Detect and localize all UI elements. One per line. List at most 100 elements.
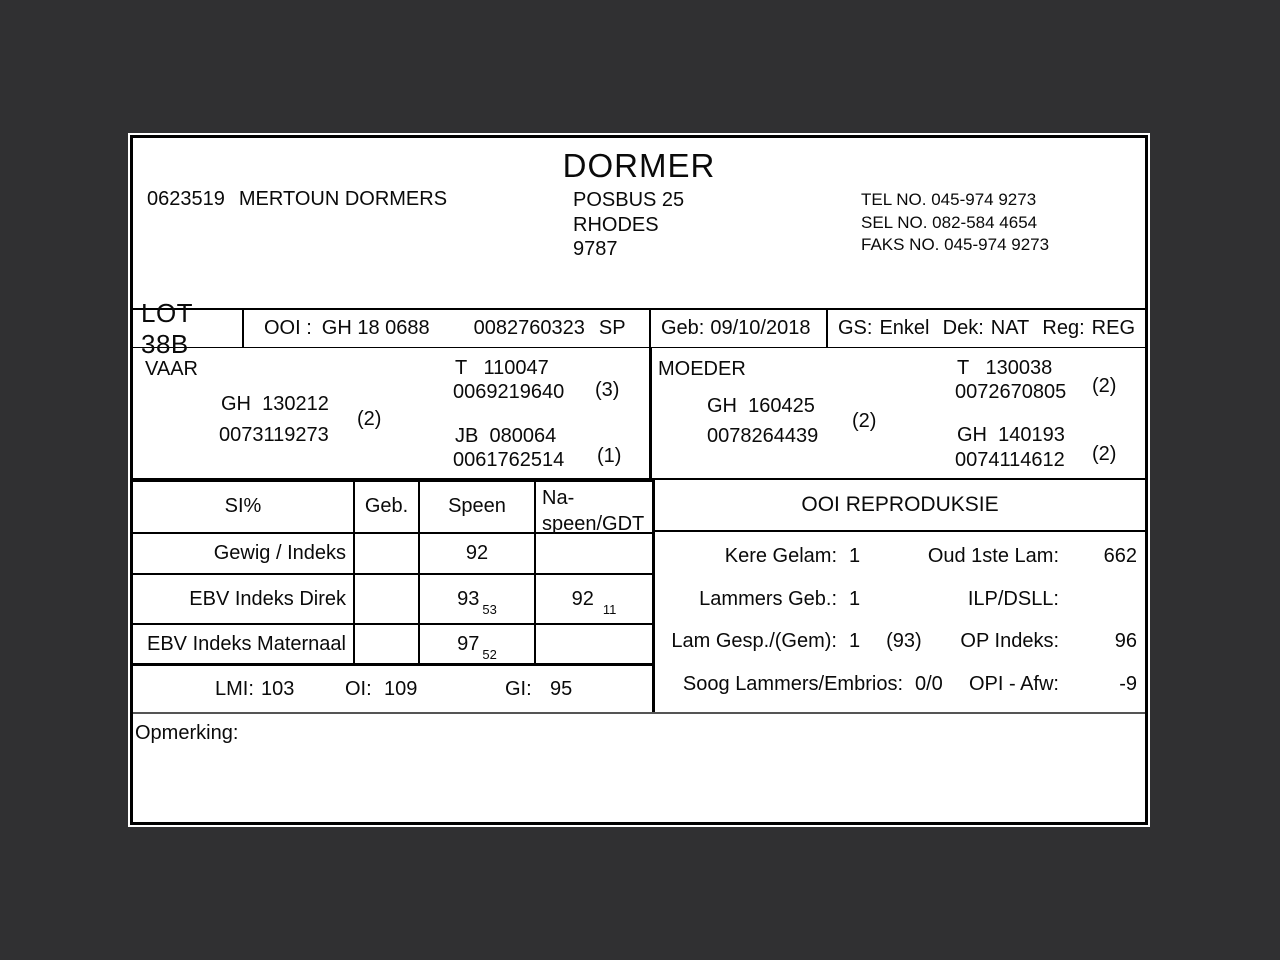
reproduction-panel: OOI REPRODUKSIE Kere Gelam: 1 Oud 1ste L… bbox=[652, 479, 1145, 712]
ebv-direk-naspeen-value: 92 bbox=[571, 587, 594, 610]
reg-value: REG bbox=[1091, 317, 1135, 339]
vaar-sire-note: (3) bbox=[595, 379, 620, 401]
lammers-geb-label: Lammers Geb.: bbox=[699, 587, 837, 610]
ebv-direk-speen-accuracy: 53 bbox=[482, 601, 497, 617]
moeder-label: MOEDER bbox=[658, 358, 746, 380]
op-indeks-label: OP Indeks: bbox=[960, 630, 1059, 653]
dek-pair: Dek: NAT bbox=[943, 317, 1030, 340]
address-line-2: RHODES bbox=[573, 213, 659, 236]
birth-date-label: Geb: bbox=[661, 317, 705, 339]
ebv-direk-speen-cell: 93 53 bbox=[420, 575, 536, 625]
status-cell: GS: Enkel Dek: NAT Reg: REG bbox=[828, 310, 1145, 347]
oi-label: OI: bbox=[345, 678, 372, 700]
op-indeks-value: 96 bbox=[1114, 630, 1137, 653]
repro-row-2: Lammers Geb.: 1 ILP/DSLL: bbox=[655, 578, 1145, 621]
moeder-reg-number: 0078264439 bbox=[707, 425, 819, 447]
gi-label: GI: bbox=[505, 678, 532, 700]
ebv-direk-speen-value: 93 bbox=[457, 587, 480, 610]
naspeen-column-header: Na- speen/GDT bbox=[536, 482, 652, 535]
ebv-maternaal-speen-value: 97 bbox=[457, 632, 480, 655]
pedigree-row: VAAR GH 130212 0073119273 (2) T 110047 0… bbox=[133, 348, 1145, 479]
si-header: SI% bbox=[133, 482, 355, 534]
opmerking-label: Opmerking: bbox=[135, 722, 239, 744]
dek-label: Dek: bbox=[942, 317, 984, 339]
faks-line: FAKS NO. 045-974 9273 bbox=[861, 235, 1050, 254]
si-table: SI% Geb. Speen Na- speen/GDT Gewig / Ind… bbox=[133, 479, 652, 666]
speen-column-header: Speen bbox=[420, 482, 536, 534]
vaar-dam-note: (1) bbox=[597, 445, 622, 467]
gewig-naspeen-value bbox=[536, 534, 652, 575]
breeder-name: MERTOUN DORMERS bbox=[238, 188, 448, 210]
lot-row: LOT 38B OOI : GH 18 0688 0082760323 SP G… bbox=[133, 298, 1145, 359]
vaar-reg-number: 0073119273 bbox=[219, 424, 329, 446]
moeder-dam-reg-number: 0074114612 bbox=[955, 449, 1065, 471]
index-row: LMI: 103 OI: 109 GI: 95 bbox=[133, 666, 652, 712]
kere-gelam-value: 1 bbox=[849, 544, 861, 567]
catalog-card-inner: DORMER 0623519 MERTOUN DORMERS POSBUS 25 … bbox=[130, 135, 1148, 825]
ebv-maternaal-geb-value bbox=[355, 625, 420, 663]
address-line-3: 9787 bbox=[573, 238, 618, 260]
gs-pair: GS: Enkel bbox=[838, 317, 929, 340]
lammers-geb-value: 1 bbox=[849, 587, 861, 610]
ewe-id-cell: OOI : GH 18 0688 0082760323 SP bbox=[244, 310, 651, 347]
ebv-maternaal-naspeen-value bbox=[536, 625, 652, 663]
vaar-sire-reg-number: 0069219640 bbox=[453, 381, 565, 403]
repro-row-4: Soog Lammers/Embrios: 0/0 OPI - Afw: -9 bbox=[655, 663, 1145, 706]
gs-label: GS: bbox=[838, 317, 873, 339]
moeder-dam-note: (2) bbox=[1092, 443, 1117, 465]
vaar-id: GH 130212 bbox=[221, 393, 329, 415]
moeder-dam-id: GH 140193 bbox=[957, 424, 1065, 446]
ebv-direk-naspeen-cell: 92 11 bbox=[536, 575, 652, 625]
card-header: DORMER 0623519 MERTOUN DORMERS POSBUS 25 … bbox=[133, 138, 1145, 308]
opi-afw-label: OPI - Afw: bbox=[968, 673, 1059, 696]
reg-label: Reg: bbox=[1042, 317, 1085, 339]
vaar-dam-reg-number: 0061762514 bbox=[453, 449, 565, 471]
reproduction-rows: Kere Gelam: 1 Oud 1ste Lam: 662 Lammers … bbox=[655, 532, 1145, 712]
breeder-line: 0623519 MERTOUN DORMERS bbox=[147, 188, 447, 211]
repro-row-1: Kere Gelam: 1 Oud 1ste Lam: 662 bbox=[655, 535, 1145, 578]
contact-block: TEL NO. 045-974 9273 SEL NO. 082-584 465… bbox=[861, 189, 1049, 257]
ilp-dsll-label: ILP/DSLL: bbox=[967, 587, 1059, 610]
repro-row-3: Lam Gesp./(Gem): 1 (93) OP Indeks: 96 bbox=[655, 621, 1145, 664]
vaar-label: VAAR bbox=[145, 358, 198, 380]
address-line-1: POSBUS 25 bbox=[573, 189, 685, 211]
tel-line: TEL NO. 045-974 9273 bbox=[861, 190, 1037, 209]
vaar-dam-id: JB 080064 bbox=[455, 425, 557, 447]
sel-line: SEL NO. 082-584 4654 bbox=[861, 212, 1038, 232]
ebv-direk-geb-value bbox=[355, 575, 420, 625]
lmi-value: 103 bbox=[261, 678, 295, 700]
ooi-label: OOI : bbox=[264, 317, 312, 339]
oi-value: 109 bbox=[384, 678, 418, 700]
dam-cell: MOEDER GH 160425 0078264439 (2) T 130038… bbox=[652, 348, 1145, 478]
kere-gelam-label: Kere Gelam: bbox=[724, 544, 837, 567]
gs-value: Enkel bbox=[879, 317, 930, 339]
gewig-geb-value bbox=[355, 534, 420, 575]
reproduction-title: OOI REPRODUKSIE bbox=[655, 480, 1145, 532]
ebv-direk-naspeen-accuracy: 11 bbox=[602, 601, 617, 617]
birth-date-cell: Geb: 09/10/2018 bbox=[651, 310, 828, 347]
ebv-maternaal-speen-accuracy: 52 bbox=[482, 646, 497, 662]
si-section: SI% Geb. Speen Na- speen/GDT Gewig / Ind… bbox=[133, 479, 652, 712]
gi-value: 95 bbox=[550, 678, 573, 700]
lower-section: SI% Geb. Speen Na- speen/GDT Gewig / Ind… bbox=[133, 479, 1145, 714]
row-label-ebv-maternaal: EBV Indeks Maternaal bbox=[133, 625, 355, 663]
lam-gesp-average: (93) bbox=[886, 630, 922, 653]
moeder-sire-reg-number: 0072670805 bbox=[955, 381, 1067, 403]
oud-1ste-lam-value: 662 bbox=[1103, 544, 1137, 567]
dek-value: NAT bbox=[990, 317, 1030, 339]
breeder-number: 0623519 bbox=[147, 188, 225, 210]
ooi-reg-number: 0082760323 bbox=[473, 317, 585, 339]
vaar-sire-id: T 110047 bbox=[455, 357, 549, 379]
soog-lammers-value: 0/0 bbox=[915, 673, 943, 696]
row-label-ebv-direk: EBV Indeks Direk bbox=[133, 575, 355, 625]
birth-date-value: 09/10/2018 bbox=[710, 317, 811, 339]
ooi-id: GH 18 0688 bbox=[321, 317, 430, 339]
moeder-sire-id: T 130038 bbox=[957, 357, 1053, 379]
oud-1ste-lam-label: Oud 1ste Lam: bbox=[927, 544, 1059, 567]
opi-afw-value: -9 bbox=[1119, 673, 1137, 696]
row-label-gewig-indeks: Gewig / Indeks bbox=[133, 534, 355, 575]
vaar-note: (2) bbox=[357, 408, 382, 430]
lot-number: LOT 38B bbox=[133, 298, 244, 359]
lam-gesp-label: Lam Gesp./(Gem): bbox=[671, 630, 837, 653]
gewig-speen-value: 92 bbox=[420, 534, 536, 575]
